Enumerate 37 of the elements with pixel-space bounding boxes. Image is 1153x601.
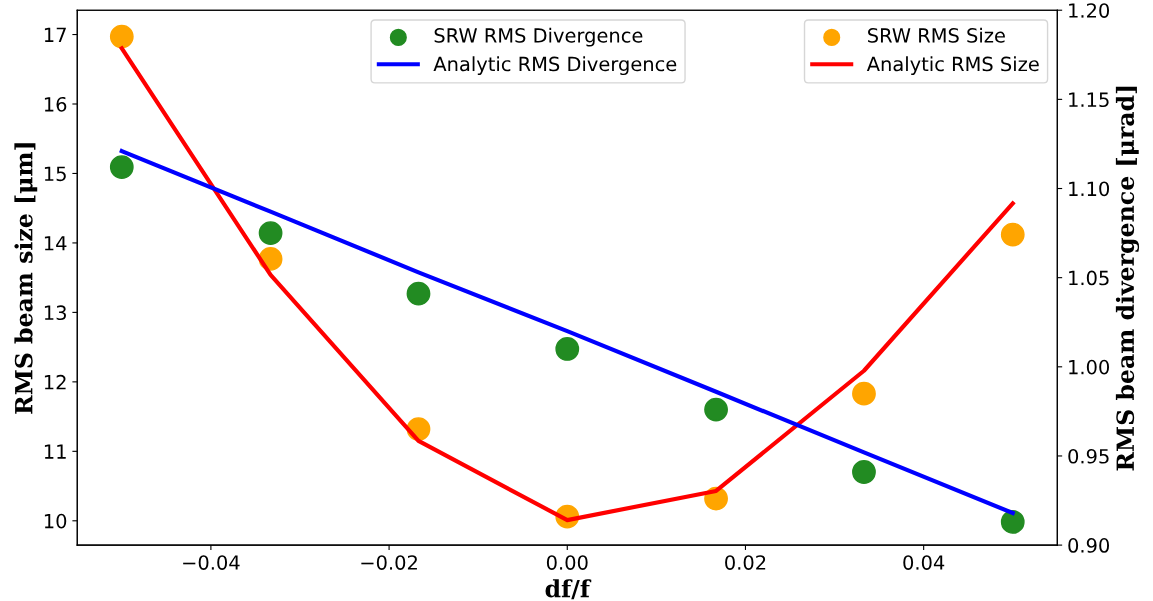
point bbox=[406, 281, 431, 306]
x-tick-label: 0.04 bbox=[903, 555, 945, 570]
y2-tick-label: 0.90 bbox=[1068, 538, 1110, 553]
point bbox=[1000, 222, 1025, 247]
y-tick-label: 14 bbox=[44, 236, 67, 251]
point bbox=[1000, 510, 1025, 534]
y-tick-label: 13 bbox=[44, 305, 66, 321]
legend-label: Analytic RMS Divergence bbox=[433, 56, 677, 76]
y-tick-label: 16 bbox=[44, 96, 67, 112]
y-tick-label: 15 bbox=[44, 166, 66, 182]
y-tick-label: 17 bbox=[44, 27, 66, 42]
x-tick-label: −0.04 bbox=[183, 555, 240, 570]
y2-tick-label: 1.00 bbox=[1069, 359, 1110, 375]
point bbox=[852, 460, 876, 484]
point bbox=[555, 337, 580, 361]
x-axis-title: df/f bbox=[545, 579, 592, 600]
y2-tick-label: 1.10 bbox=[1069, 181, 1110, 197]
y-tick-label: 11 bbox=[44, 444, 66, 459]
point bbox=[258, 221, 283, 245]
y2-tick-label: 1.20 bbox=[1069, 3, 1110, 18]
legend-label: SRW RMS Size bbox=[868, 27, 1005, 43]
y2-axis-title: RMS beam divergence [μrad] bbox=[1115, 86, 1140, 471]
legend-label: SRW RMS Divergence bbox=[434, 27, 643, 47]
y2-tick-label: 1.05 bbox=[1069, 270, 1109, 286]
point bbox=[109, 24, 134, 49]
x-tick-label: 0.00 bbox=[546, 555, 588, 570]
y2-tick-label: 0.95 bbox=[1068, 448, 1109, 464]
x-tick-label: 0.02 bbox=[725, 555, 766, 570]
x-tick-label: −0.02 bbox=[361, 555, 417, 570]
y-tick-label: 10 bbox=[44, 513, 67, 529]
legend-label: Analytic RMS Size bbox=[866, 56, 1039, 76]
y-axis-title: RMS beam size [μm] bbox=[14, 143, 38, 414]
point bbox=[704, 397, 728, 422]
point bbox=[852, 381, 876, 406]
y-tick-label: 12 bbox=[44, 374, 66, 390]
point bbox=[109, 155, 134, 180]
y2-tick-label: 1.15 bbox=[1069, 92, 1109, 108]
